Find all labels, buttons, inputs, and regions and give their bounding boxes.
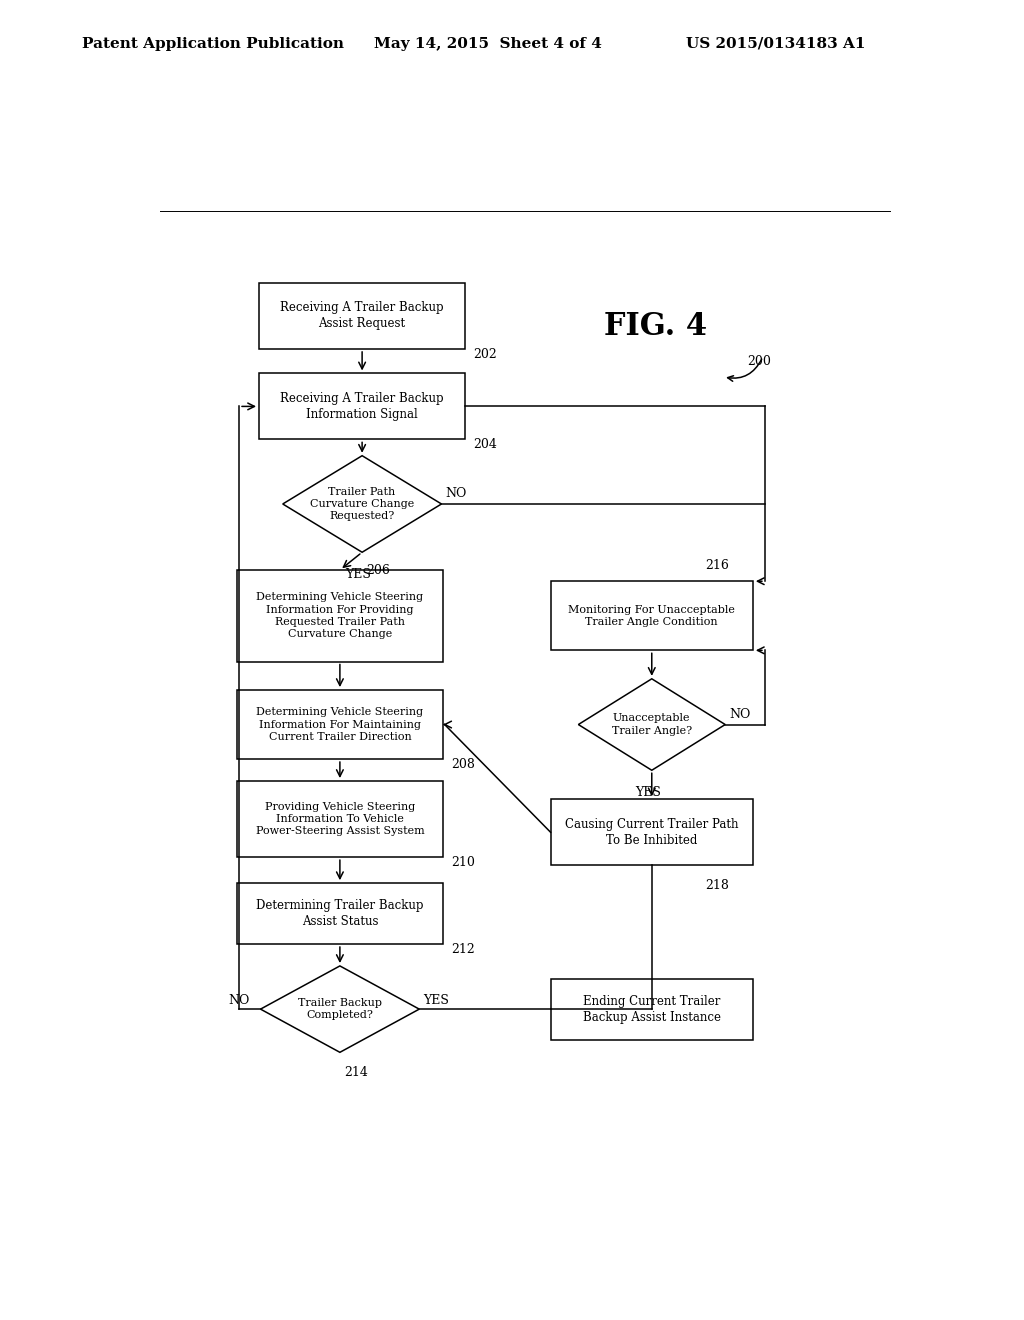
Text: Monitoring For Unacceptable
Trailer Angle Condition: Monitoring For Unacceptable Trailer Angl… bbox=[568, 605, 735, 627]
Text: Causing Current Trailer Path
To Be Inhibited: Causing Current Trailer Path To Be Inhib… bbox=[565, 818, 738, 846]
Text: YES: YES bbox=[635, 787, 660, 799]
FancyBboxPatch shape bbox=[551, 799, 753, 866]
FancyBboxPatch shape bbox=[237, 781, 443, 857]
Text: Providing Vehicle Steering
Information To Vehicle
Power-Steering Assist System: Providing Vehicle Steering Information T… bbox=[256, 801, 424, 837]
Text: NO: NO bbox=[445, 487, 467, 500]
Text: Determining Trailer Backup
Assist Status: Determining Trailer Backup Assist Status bbox=[256, 899, 424, 928]
FancyBboxPatch shape bbox=[237, 570, 443, 661]
Polygon shape bbox=[260, 966, 419, 1052]
Text: YES: YES bbox=[423, 994, 450, 1007]
FancyBboxPatch shape bbox=[237, 883, 443, 944]
Text: Unacceptable
Trailer Angle?: Unacceptable Trailer Angle? bbox=[611, 713, 692, 735]
FancyBboxPatch shape bbox=[237, 690, 443, 759]
Text: Determining Vehicle Steering
Information For Maintaining
Current Trailer Directi: Determining Vehicle Steering Information… bbox=[256, 708, 424, 742]
Text: 202: 202 bbox=[473, 347, 497, 360]
Text: 208: 208 bbox=[451, 758, 475, 771]
Text: US 2015/0134183 A1: US 2015/0134183 A1 bbox=[686, 37, 865, 50]
Text: Receiving A Trailer Backup
Assist Request: Receiving A Trailer Backup Assist Reques… bbox=[281, 301, 444, 330]
Text: Patent Application Publication: Patent Application Publication bbox=[82, 37, 344, 50]
Polygon shape bbox=[283, 455, 441, 552]
Text: Ending Current Trailer
Backup Assist Instance: Ending Current Trailer Backup Assist Ins… bbox=[583, 995, 721, 1023]
Text: Determining Vehicle Steering
Information For Providing
Requested Trailer Path
Cu: Determining Vehicle Steering Information… bbox=[256, 593, 424, 639]
Text: NO: NO bbox=[729, 708, 751, 721]
Polygon shape bbox=[579, 678, 725, 771]
FancyBboxPatch shape bbox=[551, 978, 753, 1040]
Text: Receiving A Trailer Backup
Information Signal: Receiving A Trailer Backup Information S… bbox=[281, 392, 444, 421]
Text: 218: 218 bbox=[706, 879, 729, 892]
Text: 204: 204 bbox=[473, 438, 497, 451]
Text: May 14, 2015  Sheet 4 of 4: May 14, 2015 Sheet 4 of 4 bbox=[374, 37, 602, 50]
Text: Trailer Path
Curvature Change
Requested?: Trailer Path Curvature Change Requested? bbox=[310, 487, 415, 521]
Text: Trailer Backup
Completed?: Trailer Backup Completed? bbox=[298, 998, 382, 1020]
Text: 214: 214 bbox=[344, 1067, 368, 1080]
FancyBboxPatch shape bbox=[551, 581, 753, 651]
Text: 210: 210 bbox=[451, 855, 475, 869]
Text: 200: 200 bbox=[748, 355, 771, 368]
Text: 216: 216 bbox=[706, 560, 729, 573]
FancyBboxPatch shape bbox=[259, 282, 465, 348]
Text: YES: YES bbox=[345, 568, 371, 581]
Text: NO: NO bbox=[228, 994, 250, 1007]
Text: FIG. 4: FIG. 4 bbox=[604, 310, 708, 342]
FancyBboxPatch shape bbox=[259, 374, 465, 440]
Text: 206: 206 bbox=[367, 564, 390, 577]
Text: 212: 212 bbox=[451, 942, 475, 956]
